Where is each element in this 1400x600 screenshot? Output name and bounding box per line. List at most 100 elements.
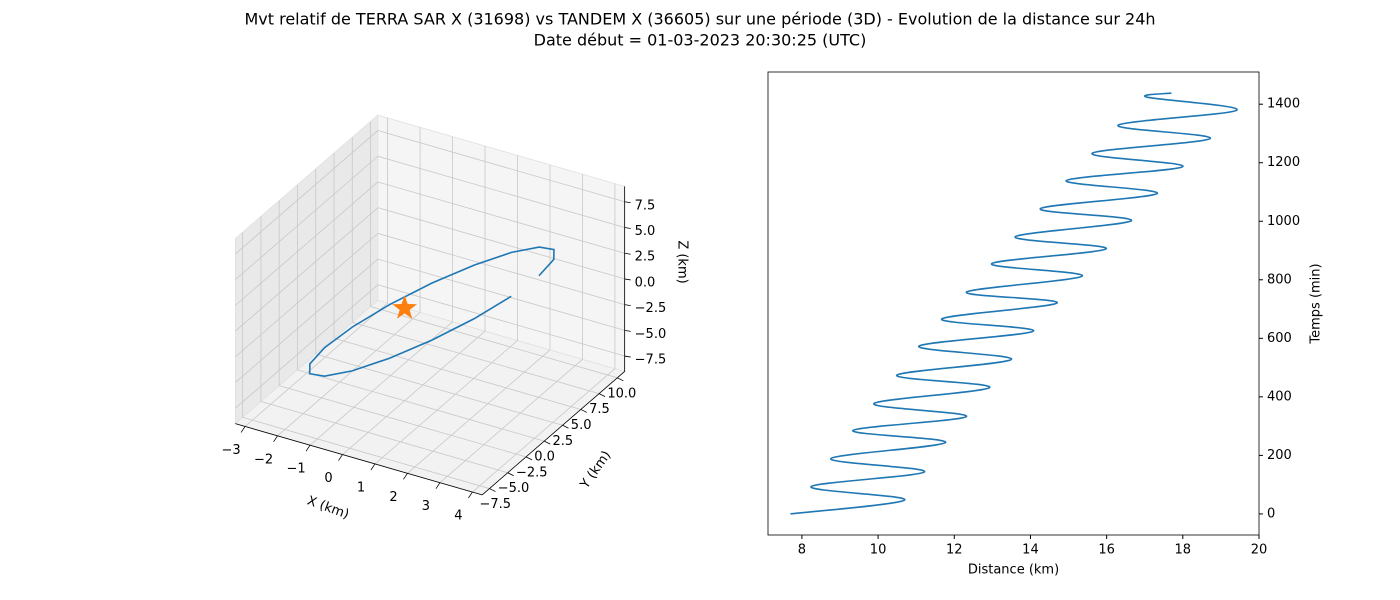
- y-tick-label: 1400: [1267, 97, 1300, 112]
- z-grid-line: [377, 232, 625, 306]
- x-tick-label: 8: [798, 543, 806, 558]
- z-tick: [624, 278, 631, 281]
- x-tick: [338, 454, 343, 461]
- z-tick-label: 7.5: [635, 198, 656, 213]
- x-tick: [403, 473, 408, 480]
- x-tick-label: 0: [324, 471, 332, 486]
- y-tick: [507, 472, 514, 477]
- y-tick-label: 200: [1267, 448, 1292, 463]
- z-grid-line: [235, 258, 379, 383]
- x-tick-label: 3: [422, 499, 430, 514]
- x-tick-label: 20: [1251, 543, 1268, 558]
- y-axis-label: Temps (min): [1309, 263, 1324, 344]
- y-tick: [617, 377, 624, 382]
- z-tick-label: −2.5: [635, 301, 667, 316]
- y-grid-line: [370, 306, 618, 379]
- x-tick: [435, 482, 441, 489]
- y-tick: [544, 440, 551, 445]
- y-grid-line: [333, 337, 581, 410]
- y-axis-line: [481, 371, 625, 496]
- z-tick-label: 5.0: [635, 224, 656, 239]
- z-tick-label: 0.0: [635, 275, 656, 290]
- x-grid-line: [439, 358, 583, 484]
- x-tick-label: 1: [357, 480, 365, 495]
- x-tick: [468, 491, 473, 499]
- y-grid-line: [242, 416, 490, 489]
- z-tick: [624, 227, 631, 229]
- y-tick-label: 10.0: [607, 386, 636, 401]
- z-grid-line: [235, 233, 379, 358]
- y-tick-label: 2.5: [553, 434, 574, 449]
- y-tick-label: −5.0: [498, 481, 530, 496]
- y-grid-line: [315, 353, 563, 426]
- z-grid-line: [377, 258, 625, 331]
- x-tick-label: 4: [454, 509, 462, 524]
- y-tick-label: 1200: [1267, 155, 1300, 170]
- x-tick-label: 10: [870, 543, 887, 558]
- y-tick-label: 0: [1267, 506, 1275, 521]
- y-grid-line: [352, 321, 600, 395]
- z-grid-line: [377, 130, 625, 203]
- z-tick: [624, 329, 631, 332]
- z-tick-label: 2.5: [635, 250, 656, 265]
- x-tick: [240, 426, 246, 433]
- x-tick-label: −3: [221, 443, 240, 458]
- y-tick-label: 5.0: [571, 418, 592, 433]
- y-tick-label: 1000: [1267, 214, 1300, 229]
- x-tick-label: 16: [1098, 543, 1115, 558]
- y-axis-label: Y (km): [577, 448, 614, 492]
- x-grid-line: [309, 321, 453, 446]
- y-tick-label: 7.5: [589, 402, 610, 417]
- z-grid-line: [235, 130, 379, 255]
- distance-line: [790, 92, 1238, 515]
- y-tick-label: −7.5: [479, 497, 511, 512]
- y-tick-label: 400: [1267, 389, 1292, 404]
- x-axis-label: Distance (km): [968, 563, 1059, 578]
- y-grid-line: [279, 385, 527, 458]
- z-grid-line: [377, 155, 625, 228]
- y-tick: [580, 409, 587, 413]
- y-tick-label: 0.0: [534, 450, 555, 465]
- x-grid-line: [472, 368, 616, 493]
- x-tick-label: 14: [1022, 543, 1039, 558]
- x-grid-line: [342, 330, 486, 455]
- y-grid-line: [297, 369, 545, 442]
- y-grid-line: [260, 401, 508, 474]
- z-grid-line: [235, 181, 379, 306]
- x-tick-label: 12: [946, 543, 963, 558]
- x-tick: [305, 444, 311, 452]
- figure-subtitle: Date début = 01-03-2023 20:30:25 (UTC): [534, 31, 867, 50]
- y-tick: [525, 456, 533, 461]
- figure-title: Mvt relatif de TERRA SAR X (31698) vs TA…: [244, 10, 1155, 29]
- y-tick: [562, 424, 569, 429]
- plot-frame: [767, 71, 1260, 536]
- x-tick: [370, 463, 376, 471]
- x-tick-label: 2: [389, 490, 397, 505]
- y-tick-label: 600: [1267, 331, 1292, 346]
- origin-star: [392, 295, 417, 319]
- x-tick-label: −2: [254, 452, 273, 467]
- x-grid-line: [277, 312, 421, 437]
- x-tick-label: −1: [286, 462, 305, 477]
- z-grid-line: [377, 207, 625, 280]
- x-axis-line: [235, 423, 483, 496]
- z-grid-line: [235, 207, 379, 332]
- z-tick: [624, 304, 631, 307]
- x-grid-line: [374, 340, 518, 465]
- y-tick-label: 800: [1267, 272, 1292, 287]
- y-tick: [598, 393, 606, 397]
- x-grid-line: [407, 349, 551, 474]
- z-axis-label: Z (km): [675, 240, 690, 283]
- z-tick: [624, 252, 631, 255]
- z-tick-label: −7.5: [635, 353, 667, 368]
- y-tick-label: −2.5: [516, 465, 548, 480]
- orbit-line: [308, 246, 555, 377]
- z-grid-line: [235, 155, 379, 280]
- z-tick-label: −5.0: [635, 327, 667, 342]
- z-tick: [624, 355, 631, 358]
- y-tick: [489, 488, 496, 492]
- x-tick-label: 18: [1175, 543, 1192, 558]
- z-grid-line: [377, 181, 625, 254]
- x-tick: [273, 435, 278, 443]
